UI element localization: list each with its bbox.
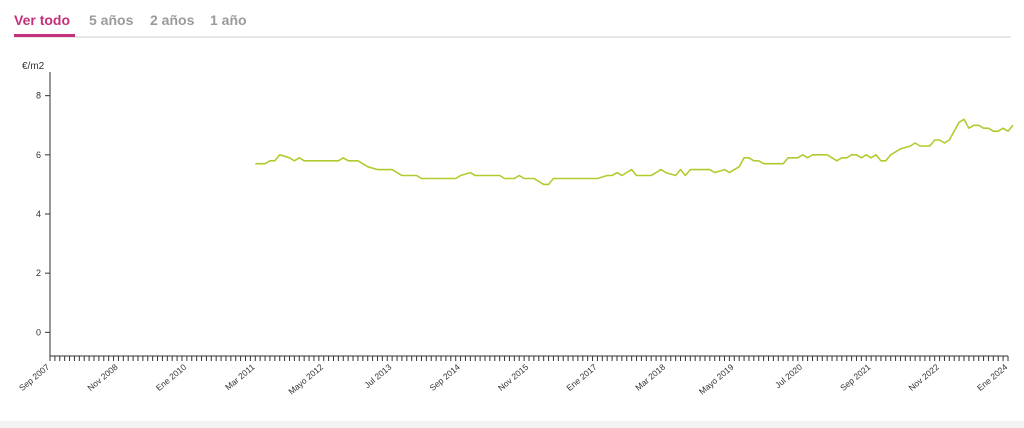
x-tick-label: Mar 2011 bbox=[223, 362, 257, 393]
range-tabs: Ver todo 5 años 2 años 1 año bbox=[14, 10, 1011, 38]
x-tick-label: Mar 2018 bbox=[633, 362, 667, 393]
active-tab-underline bbox=[14, 34, 75, 37]
y-tick-label: 2 bbox=[36, 268, 41, 278]
x-tick-label: Sep 2007 bbox=[17, 362, 52, 393]
x-tick-label: Jul 2013 bbox=[362, 362, 393, 390]
x-tick-label: Nov 2008 bbox=[85, 362, 120, 393]
x-tick-label: Nov 2022 bbox=[907, 362, 942, 393]
x-axis: Sep 2007 Nov 2008 Ene 2010 Mar 2011 Mayo 201… bbox=[17, 355, 1010, 397]
plot-area bbox=[255, 118, 1014, 186]
x-tick-label: Ene 2024 bbox=[975, 362, 1010, 393]
tab-1-ano[interactable]: 1 año bbox=[210, 12, 247, 28]
y-tick-label: 4 bbox=[36, 209, 41, 219]
x-tick-label: Mayo 2012 bbox=[286, 362, 325, 397]
x-tick-label: Ene 2010 bbox=[154, 362, 189, 393]
y-tick-label: 0 bbox=[36, 327, 41, 337]
bottom-divider bbox=[0, 421, 1024, 428]
tab-2-anos[interactable]: 2 años bbox=[150, 12, 195, 28]
y-axis: 0 2 4 6 8 bbox=[36, 72, 51, 356]
x-tick-label: Jul 2020 bbox=[773, 362, 804, 390]
series-line bbox=[255, 118, 1014, 186]
x-tick-label: Mayo 2019 bbox=[697, 362, 736, 397]
tab-ver-todo[interactable]: Ver todo bbox=[14, 12, 71, 28]
x-tick-label: Sep 2021 bbox=[838, 362, 873, 393]
x-tick-label: Nov 2015 bbox=[496, 362, 531, 393]
x-tick-label: Sep 2014 bbox=[428, 362, 463, 393]
y-axis-unit-label: €/m2 bbox=[22, 61, 45, 72]
x-tick-label: Ene 2017 bbox=[564, 362, 599, 393]
y-tick-label: 8 bbox=[36, 91, 41, 101]
tab-5-anos[interactable]: 5 años bbox=[89, 12, 134, 28]
y-tick-label: 6 bbox=[36, 150, 41, 160]
